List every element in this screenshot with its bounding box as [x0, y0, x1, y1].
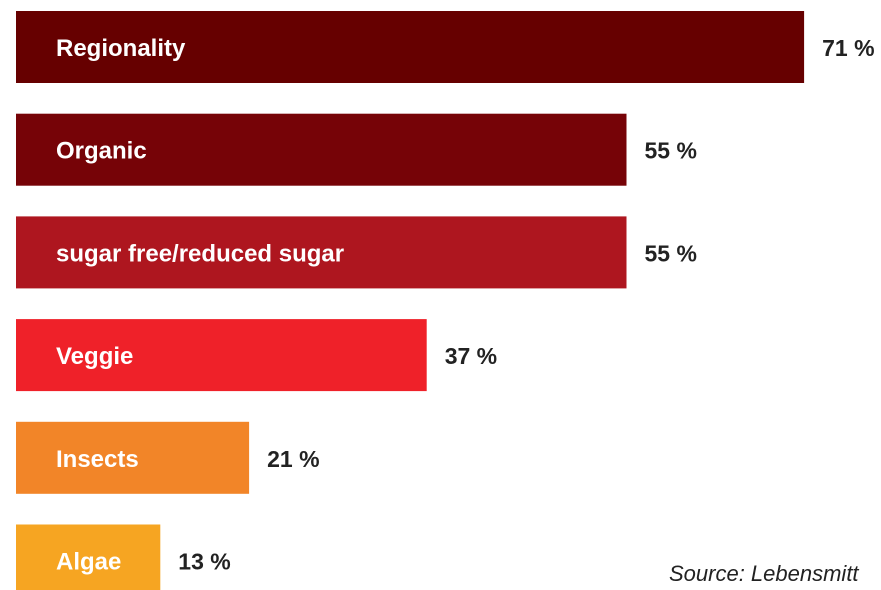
bar-value-label: 13 %	[178, 549, 230, 575]
bar-category-label: sugar free/reduced sugar	[56, 240, 344, 267]
bar-category-label: Insects	[56, 446, 139, 473]
bar-value-label: 37 %	[445, 343, 497, 369]
bar-value-label: 55 %	[645, 240, 697, 266]
bar-4	[16, 421, 250, 494]
bar-0	[16, 11, 805, 83]
source-note: Source: Lebensmitt	[669, 561, 859, 586]
bar-value-label: 21 %	[267, 446, 319, 472]
bar-1	[16, 113, 627, 186]
bar-category-label: Veggie	[56, 343, 133, 370]
bar-category-label: Algae	[56, 549, 121, 576]
bar-category-label: Regionality	[56, 35, 186, 62]
bar-category-label: Organic	[56, 138, 147, 165]
bar-value-label: 71 %	[822, 35, 874, 61]
bar-3	[16, 319, 427, 392]
bar-2	[16, 216, 627, 289]
bar-value-label: 55 %	[645, 138, 697, 164]
bar-5	[16, 524, 161, 590]
